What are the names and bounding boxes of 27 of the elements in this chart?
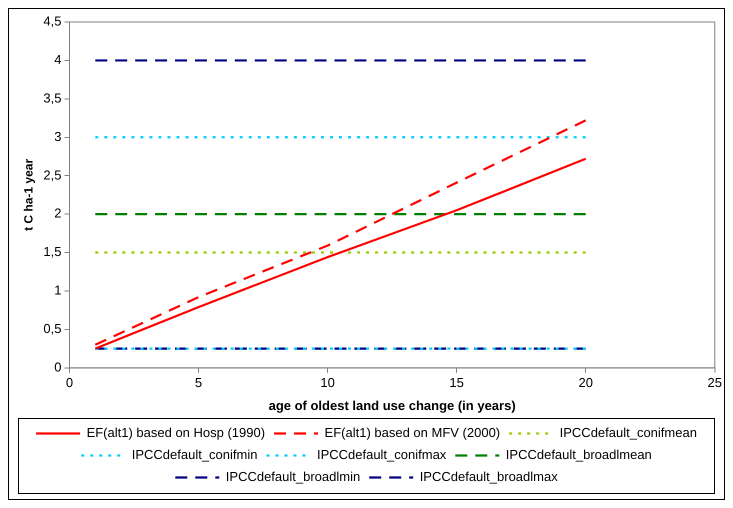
x-tick-label: 10 bbox=[320, 375, 335, 390]
y-tick-label: 1 bbox=[54, 282, 62, 298]
legend-label: IPCCdefault_conifmean bbox=[560, 425, 697, 440]
y-axis-title: t C ha-1 year bbox=[22, 158, 36, 231]
y-tick-label: 0 bbox=[54, 359, 62, 374]
line-series bbox=[94, 119, 587, 346]
x-tick-label: 15 bbox=[449, 375, 464, 390]
legend-label: IPCCdefault_broadlmean bbox=[506, 447, 652, 462]
y-tick-label: 4,5 bbox=[43, 14, 62, 29]
legend-label: IPCCdefault_conifmin bbox=[132, 447, 258, 462]
y-tick-label: 3,5 bbox=[43, 90, 62, 106]
x-tick-label: 20 bbox=[578, 375, 593, 390]
legend-label: IPCCdefault_conifmax bbox=[316, 447, 447, 462]
x-tick-label: 5 bbox=[194, 375, 202, 390]
legend-label: IPCCdefault_broadlmax bbox=[420, 469, 558, 484]
legend-label: EF(alt1) based on Hosp (1990) bbox=[86, 425, 266, 440]
y-tick-label: 0,5 bbox=[43, 320, 62, 336]
y-tick-label: 1,5 bbox=[43, 244, 62, 260]
y-tick-label: 3 bbox=[54, 128, 62, 144]
legend-label: EF(alt1) based on MFV (2000) bbox=[324, 425, 500, 440]
legend-label: IPCCdefault_broadlmin bbox=[226, 469, 360, 484]
y-tick-label: 2 bbox=[54, 206, 62, 221]
x-tick-label: 0 bbox=[66, 375, 74, 390]
x-tick-label: 25 bbox=[708, 375, 722, 390]
y-tick-label: 4 bbox=[54, 52, 62, 67]
y-tick-label: 2,5 bbox=[43, 167, 62, 182]
x-axis-title: age of oldest land use change (in years) bbox=[268, 398, 516, 413]
